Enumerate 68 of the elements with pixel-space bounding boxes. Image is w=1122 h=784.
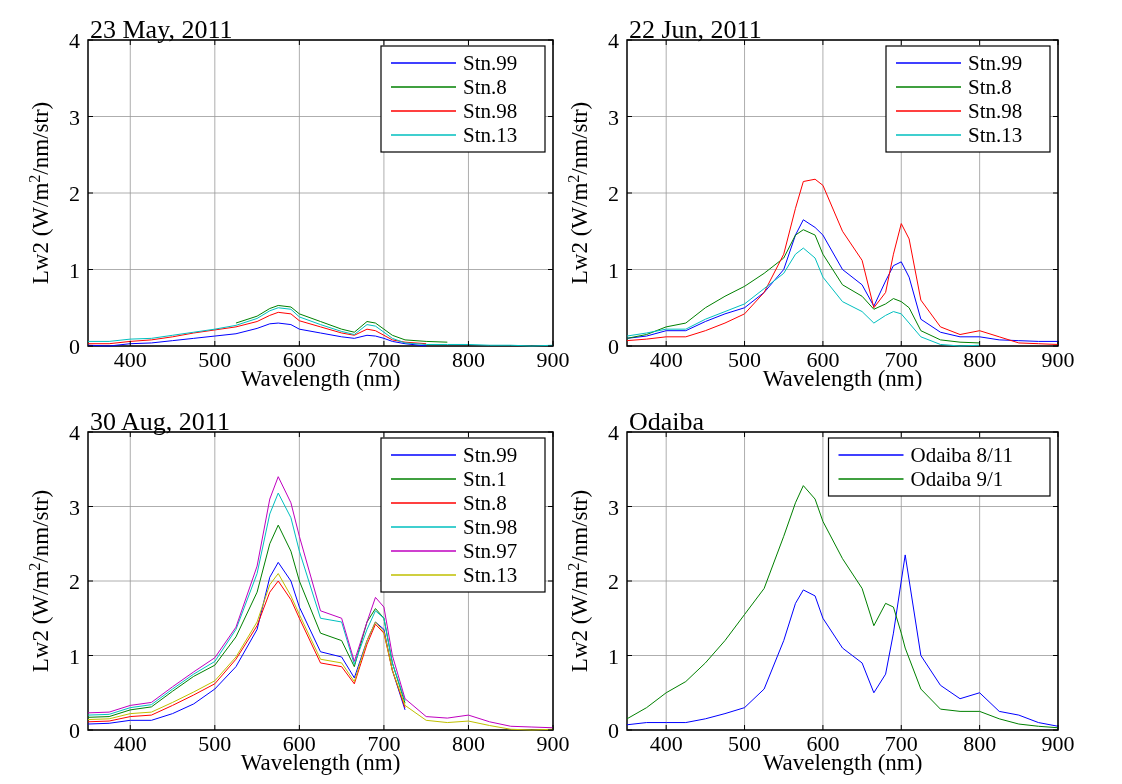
line-series (627, 247, 981, 347)
legend-label: Stn.13 (463, 563, 518, 587)
legend-label: Stn.8 (463, 491, 507, 515)
legend-label: Stn.97 (463, 539, 518, 563)
x-axis-title: Wavelength (nm) (762, 366, 923, 391)
y-tick-label: 4 (608, 28, 619, 53)
y-tick-label: 1 (608, 257, 619, 283)
legend-label: Odaiba 8/11 (910, 443, 1013, 467)
y-tick-label: 3 (608, 104, 619, 130)
legend-label: Stn.99 (463, 443, 518, 467)
line-series (88, 311, 427, 345)
x-tick-label: 900 (1041, 347, 1075, 372)
legend-label: Stn.13 (968, 123, 1023, 147)
line-series (88, 492, 406, 716)
x-axis-title: Wavelength (nm) (240, 750, 401, 775)
chart-title: 23 May, 2011 (90, 15, 233, 44)
legend-label: Stn.99 (968, 51, 1023, 75)
chart-title: Odaiba (629, 407, 705, 436)
x-tick-label: 400 (113, 731, 147, 756)
chart-title: 22 Jun, 2011 (629, 15, 762, 44)
x-axis-title: Wavelength (nm) (762, 750, 923, 775)
legend-label: Stn.98 (968, 99, 1023, 123)
legend-label: Stn.1 (463, 467, 507, 491)
chart-title: 30 Aug, 2011 (90, 407, 230, 436)
x-tick-label: 900 (1041, 731, 1075, 756)
y-tick-label: 0 (69, 334, 80, 359)
legend-label: Stn.98 (463, 99, 518, 123)
y-tick-label: 3 (69, 104, 80, 130)
y-tick-label: 4 (69, 420, 80, 445)
x-tick-label: 500 (198, 731, 232, 756)
x-tick-label: 800 (451, 731, 485, 756)
x-tick-label: 400 (649, 347, 683, 372)
legend-label: Stn.8 (463, 75, 507, 99)
x-tick-label: 500 (728, 731, 762, 756)
y-tick-label: 1 (69, 643, 80, 669)
y-tick-label: 0 (608, 718, 619, 743)
y-tick-label: 4 (69, 28, 80, 53)
y-tick-label: 2 (608, 181, 619, 206)
x-tick-label: 500 (198, 347, 232, 372)
y-tick-label: 2 (608, 569, 619, 594)
x-tick-label: 800 (963, 731, 997, 756)
y-tick-label: 4 (608, 420, 619, 445)
line-series (235, 304, 448, 343)
line-series (627, 229, 981, 344)
x-axis-title: Wavelength (nm) (240, 366, 401, 391)
legend-label: Stn.98 (463, 515, 518, 539)
legend-label: Odaiba 9/1 (910, 467, 1004, 491)
x-tick-label: 400 (113, 347, 147, 372)
y-tick-label: 1 (608, 643, 619, 669)
legend-label: Stn.13 (463, 123, 518, 147)
y-tick-label: 1 (69, 257, 80, 283)
y-tick-label: 3 (608, 494, 619, 520)
x-tick-label: 800 (451, 347, 485, 372)
y-tick-label: 3 (69, 494, 80, 520)
x-tick-label: 800 (963, 347, 997, 372)
x-tick-label: 900 (536, 731, 570, 756)
legend-label: Stn.99 (463, 51, 518, 75)
y-tick-label: 0 (608, 334, 619, 359)
line-series (627, 219, 1058, 342)
legend-label: Stn.8 (968, 75, 1012, 99)
y-tick-label: 2 (69, 569, 80, 594)
x-tick-label: 500 (728, 347, 762, 372)
x-tick-label: 900 (536, 347, 570, 372)
line-series (88, 524, 406, 718)
y-tick-label: 2 (69, 181, 80, 206)
y-tick-label: 0 (69, 718, 80, 743)
x-tick-label: 400 (649, 731, 683, 756)
line-series (627, 554, 1058, 727)
